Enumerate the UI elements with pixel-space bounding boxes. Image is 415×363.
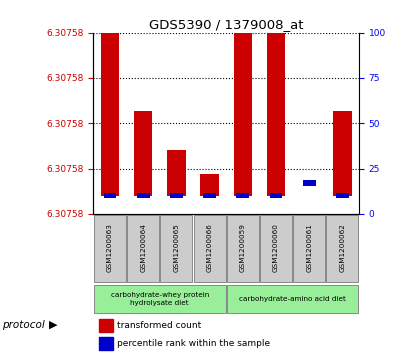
Bar [99, 319, 113, 332]
Bar [104, 193, 116, 199]
Text: carbohydrate-whey protein
hydrolysate diet: carbohydrate-whey protein hydrolysate di… [111, 292, 209, 306]
Text: GSM1200065: GSM1200065 [173, 223, 179, 272]
Text: ▶: ▶ [49, 320, 57, 330]
FancyBboxPatch shape [227, 285, 358, 314]
Bar [167, 150, 186, 196]
Text: protocol: protocol [2, 320, 45, 330]
Bar [203, 193, 216, 199]
FancyBboxPatch shape [194, 215, 225, 282]
Bar [303, 180, 315, 186]
Bar [200, 174, 219, 196]
Bar [333, 111, 352, 196]
Bar [336, 193, 349, 199]
Text: GSM1200062: GSM1200062 [339, 223, 345, 272]
Text: GSM1200064: GSM1200064 [140, 223, 146, 272]
Text: transformed count: transformed count [117, 321, 202, 330]
Bar [267, 33, 285, 196]
Text: GSM1200061: GSM1200061 [306, 223, 312, 272]
FancyBboxPatch shape [293, 215, 325, 282]
FancyBboxPatch shape [227, 215, 259, 282]
Bar [270, 193, 282, 199]
Text: percentile rank within the sample: percentile rank within the sample [117, 339, 271, 348]
Bar [234, 33, 252, 196]
FancyBboxPatch shape [94, 285, 225, 314]
Bar [99, 337, 113, 350]
Text: GSM1200060: GSM1200060 [273, 223, 279, 272]
Text: GSM1200063: GSM1200063 [107, 223, 113, 272]
FancyBboxPatch shape [127, 215, 159, 282]
Bar [101, 33, 119, 196]
FancyBboxPatch shape [161, 215, 192, 282]
Text: carbohydrate-amino acid diet: carbohydrate-amino acid diet [239, 296, 346, 302]
Text: GSM1200066: GSM1200066 [207, 223, 212, 272]
Bar [137, 193, 149, 199]
FancyBboxPatch shape [327, 215, 358, 282]
Text: GSM1200059: GSM1200059 [240, 223, 246, 272]
Bar [170, 193, 183, 199]
Bar [237, 193, 249, 199]
FancyBboxPatch shape [260, 215, 292, 282]
Bar [134, 111, 152, 196]
Title: GDS5390 / 1379008_at: GDS5390 / 1379008_at [149, 19, 303, 32]
FancyBboxPatch shape [94, 215, 126, 282]
